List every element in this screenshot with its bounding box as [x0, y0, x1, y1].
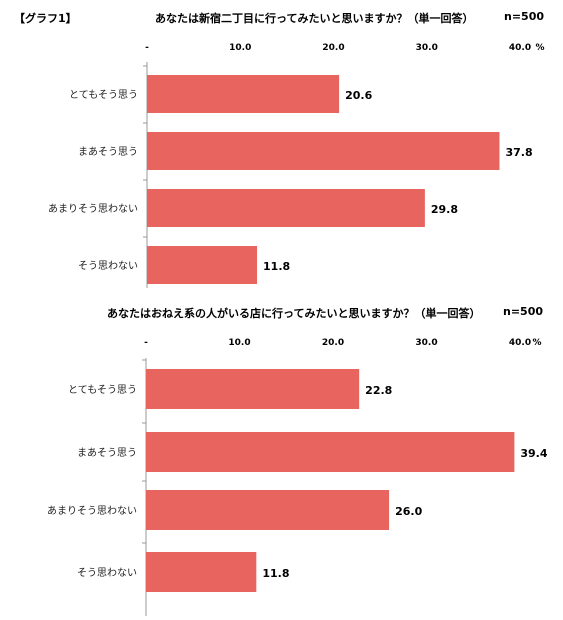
category-label: そう思わない [77, 567, 137, 579]
category-label: あまりそう思わない [47, 505, 137, 517]
x-tick-label: 10.0 [229, 43, 251, 53]
bar [146, 369, 360, 409]
bar [146, 432, 515, 472]
category-label: まあそう思う [78, 146, 138, 158]
data-label: 11.8 [263, 260, 290, 273]
chart-1: - 10.0 20.0 30.0 40.0 % とてもそう思う 20.6 まあそう思う 37.8 あ… [48, 43, 545, 288]
bar [147, 246, 258, 284]
bar [147, 132, 500, 170]
data-label: 29.8 [431, 203, 458, 216]
x-tick-label: 40.0 [509, 43, 531, 53]
x-tick-label: 10.0 [228, 338, 250, 348]
bar [147, 189, 425, 227]
chart-1-title: あなたは新宿二丁目に行ってみたいと思いますか？（単一回答） [155, 12, 474, 25]
chart-1-sample-size: n=500 [504, 10, 545, 23]
category-label: そう思わない [78, 260, 138, 272]
chart-2-sample-size: n=500 [503, 305, 544, 318]
bar [147, 75, 340, 113]
data-label: 22.8 [365, 384, 392, 397]
x-unit-label: % [535, 43, 544, 53]
data-label: 26.0 [395, 505, 422, 518]
chart-2-title: あなたはおねえ系の人がいる店に行ってみたいと思いますか？（単一回答） [107, 307, 481, 320]
category-label: とてもそう思う [69, 89, 138, 101]
x-tick-label: 40.0 [509, 338, 531, 348]
x-tick-label: 20.0 [322, 43, 344, 53]
bar [146, 552, 257, 592]
category-label: とてもそう思う [68, 384, 137, 396]
x-tick-label: 30.0 [416, 43, 438, 53]
data-label: 11.8 [262, 567, 289, 580]
bar [146, 490, 390, 530]
data-label: 37.8 [505, 146, 532, 159]
x-tick-label: - [145, 43, 149, 53]
x-tick-label: 20.0 [322, 338, 344, 348]
category-label: まあそう思う [77, 447, 137, 459]
data-label: 39.4 [520, 447, 547, 460]
category-label: あまりそう思わない [48, 203, 138, 215]
x-tick-label: 30.0 [415, 338, 437, 348]
x-unit-label: % [532, 338, 541, 348]
graph-label: 【グラフ1】 [14, 12, 77, 25]
x-tick-label: - [144, 338, 148, 348]
chart-2: - 10.0 20.0 30.0 40.0 % とてもそう思う 22.8 まあそう思う 39.4 あ… [47, 338, 548, 616]
data-label: 20.6 [345, 89, 372, 102]
